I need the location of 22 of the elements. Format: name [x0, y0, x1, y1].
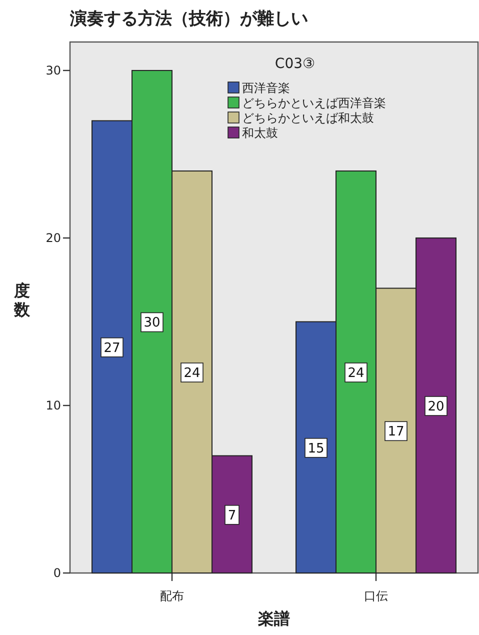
data-label: 30: [144, 316, 160, 331]
data-label: 24: [348, 366, 364, 381]
x-axis-title: 楽譜: [257, 609, 290, 628]
data-label: 15: [308, 441, 324, 456]
y-axis-title: 度数: [13, 281, 31, 319]
y-tick-label: 30: [46, 63, 61, 78]
legend-label: どちらかといえば和太鼓: [242, 111, 374, 125]
data-label: 20: [428, 399, 444, 414]
x-tick-label: 配布: [160, 589, 184, 603]
legend-label: 和太鼓: [242, 126, 278, 140]
chart-title: 演奏する方法（技術）が難しい: [69, 9, 308, 29]
data-label: 27: [104, 340, 120, 356]
y-tick-label: 0: [53, 566, 61, 580]
legend-title: C03③: [274, 56, 316, 72]
data-label: 17: [388, 424, 404, 440]
legend-label: 西洋音楽: [242, 81, 290, 95]
legend-label: どちらかといえば西洋音楽: [242, 96, 386, 110]
x-tick-label: 口伝: [364, 589, 388, 603]
data-label: 7: [228, 508, 236, 524]
y-tick-label: 20: [46, 230, 61, 245]
data-label: 24: [184, 366, 200, 381]
y-tick-label: 10: [46, 398, 61, 412]
